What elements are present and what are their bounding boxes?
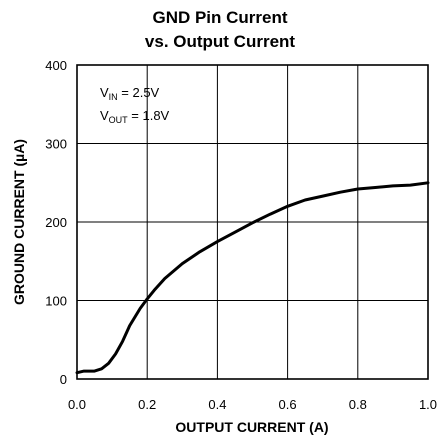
chart-title-line1: GND Pin Current	[152, 8, 288, 27]
x-tick-label: 0.8	[349, 397, 367, 412]
annotation-vout: VOUT = 1.8V	[100, 108, 170, 125]
ground-current-curve	[75, 181, 430, 375]
plot-frame	[76, 64, 429, 380]
tick-labels: 0.0 0.2 0.4 0.6 0.8 1.0 0 100 200 300 400	[45, 58, 437, 412]
y-tick-label: 400	[45, 58, 67, 73]
x-tick-label: 0.4	[208, 397, 226, 412]
x-tick-label: 0.0	[68, 397, 86, 412]
x-tick-label: 0.6	[279, 397, 297, 412]
chart-title-line2: vs. Output Current	[144, 32, 296, 51]
x-tick-label: 0.2	[138, 397, 156, 412]
y-tick-label: 300	[45, 137, 67, 152]
x-tick-label: 1.0	[419, 397, 437, 412]
x-axis-label: OUTPUT CURRENT (A)	[175, 419, 328, 435]
y-tick-label: 100	[45, 294, 67, 309]
y-axis-label: GROUND CURRENT (µA)	[11, 139, 27, 305]
y-tick-label: 0	[60, 372, 67, 387]
annotation-vin: VIN = 2.5V	[100, 85, 160, 102]
y-tick-label: 200	[45, 215, 67, 230]
